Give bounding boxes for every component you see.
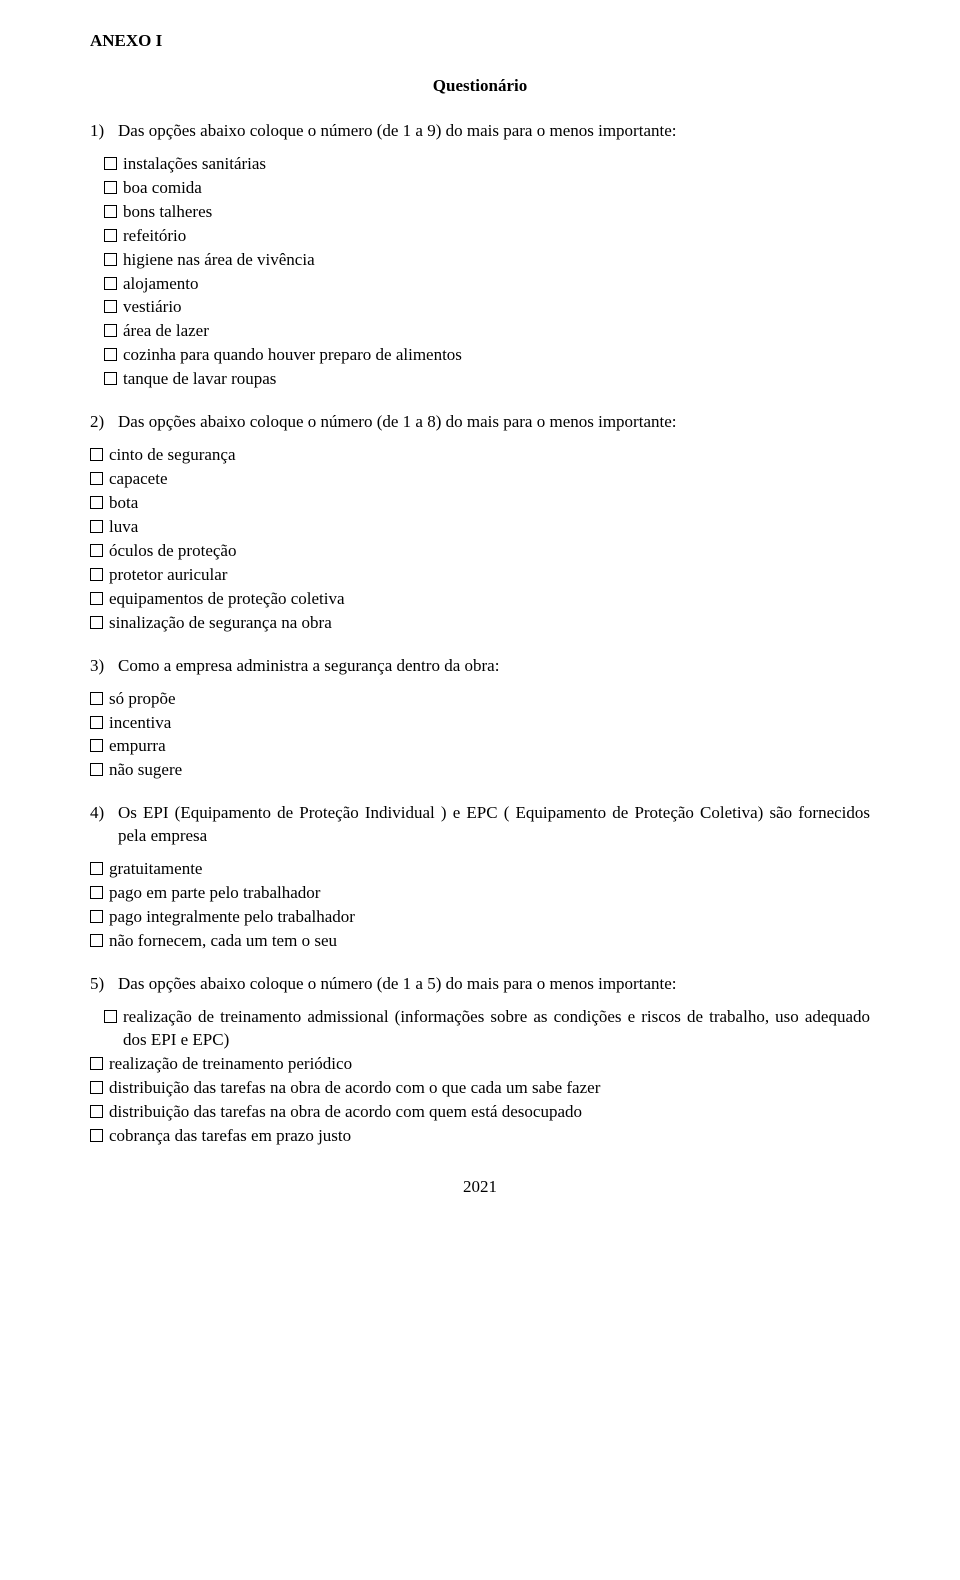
question-number: 2) bbox=[90, 411, 118, 434]
option-label: pago integralmente pelo trabalhador bbox=[109, 906, 870, 929]
question-4-options: gratuitamente pago em parte pelo trabalh… bbox=[90, 858, 870, 953]
checkbox-icon[interactable] bbox=[104, 300, 117, 313]
question-2-options: cinto de segurança capacete bota luva óc… bbox=[90, 444, 870, 635]
checkbox-icon[interactable] bbox=[90, 910, 103, 923]
question-text: Os EPI (Equipamento de Proteção Individu… bbox=[118, 802, 870, 848]
checkbox-icon[interactable] bbox=[104, 205, 117, 218]
checkbox-icon[interactable] bbox=[104, 324, 117, 337]
checkbox-icon[interactable] bbox=[104, 181, 117, 194]
question-1-options: instalações sanitárias boa comida bons t… bbox=[90, 153, 870, 391]
checkbox-icon[interactable] bbox=[90, 1081, 103, 1094]
option-label: incentiva bbox=[109, 712, 870, 735]
page-subtitle: Questionário bbox=[90, 75, 870, 98]
option-label: higiene nas área de vivência bbox=[123, 249, 870, 272]
option-label: vestiário bbox=[123, 296, 870, 319]
question-2: 2) Das opções abaixo coloque o número (d… bbox=[90, 411, 870, 434]
checkbox-icon[interactable] bbox=[90, 1129, 103, 1142]
checkbox-icon[interactable] bbox=[104, 157, 117, 170]
option-label: protetor auricular bbox=[109, 564, 870, 587]
question-number: 3) bbox=[90, 655, 118, 678]
option-label: realização de treinamento periódico bbox=[109, 1053, 870, 1076]
option-label: tanque de lavar roupas bbox=[123, 368, 870, 391]
option-label: realização de treinamento admissional (i… bbox=[123, 1006, 870, 1052]
checkbox-icon[interactable] bbox=[90, 934, 103, 947]
question-text: Das opções abaixo coloque o número (de 1… bbox=[118, 973, 870, 996]
page-header: ANEXO I bbox=[90, 30, 870, 53]
option-label: boa comida bbox=[123, 177, 870, 200]
option-label: distribuição das tarefas na obra de acor… bbox=[109, 1077, 870, 1100]
question-3-options: só propõe incentiva empurra não sugere bbox=[90, 688, 870, 783]
option-label: cinto de segurança bbox=[109, 444, 870, 467]
checkbox-icon[interactable] bbox=[90, 739, 103, 752]
question-number: 1) bbox=[90, 120, 118, 143]
option-label: óculos de proteção bbox=[109, 540, 870, 563]
option-label: alojamento bbox=[123, 273, 870, 296]
question-4: 4) Os EPI (Equipamento de Proteção Indiv… bbox=[90, 802, 870, 848]
checkbox-icon[interactable] bbox=[90, 448, 103, 461]
option-label: bota bbox=[109, 492, 870, 515]
option-label: área de lazer bbox=[123, 320, 870, 343]
question-number: 4) bbox=[90, 802, 118, 848]
option-label: bons talheres bbox=[123, 201, 870, 224]
option-label: refeitório bbox=[123, 225, 870, 248]
option-label: equipamentos de proteção coletiva bbox=[109, 588, 870, 611]
option-label: pago em parte pelo trabalhador bbox=[109, 882, 870, 905]
option-label: empurra bbox=[109, 735, 870, 758]
option-label: gratuitamente bbox=[109, 858, 870, 881]
checkbox-icon[interactable] bbox=[90, 1057, 103, 1070]
page-footer: 2021 bbox=[90, 1176, 870, 1199]
checkbox-icon[interactable] bbox=[90, 1105, 103, 1118]
checkbox-icon[interactable] bbox=[90, 568, 103, 581]
option-label: não sugere bbox=[109, 759, 870, 782]
checkbox-icon[interactable] bbox=[90, 496, 103, 509]
checkbox-icon[interactable] bbox=[104, 348, 117, 361]
option-label: luva bbox=[109, 516, 870, 539]
question-text: Como a empresa administra a segurança de… bbox=[118, 655, 870, 678]
checkbox-icon[interactable] bbox=[90, 472, 103, 485]
checkbox-icon[interactable] bbox=[104, 1010, 117, 1023]
option-label: cobrança das tarefas em prazo justo bbox=[109, 1125, 870, 1148]
question-number: 5) bbox=[90, 973, 118, 996]
checkbox-icon[interactable] bbox=[90, 692, 103, 705]
question-5: 5) Das opções abaixo coloque o número (d… bbox=[90, 973, 870, 996]
checkbox-icon[interactable] bbox=[90, 886, 103, 899]
checkbox-icon[interactable] bbox=[104, 253, 117, 266]
option-label: não fornecem, cada um tem o seu bbox=[109, 930, 870, 953]
checkbox-icon[interactable] bbox=[90, 862, 103, 875]
question-text: Das opções abaixo coloque o número (de 1… bbox=[118, 411, 870, 434]
checkbox-icon[interactable] bbox=[90, 544, 103, 557]
checkbox-icon[interactable] bbox=[90, 592, 103, 605]
option-label: instalações sanitárias bbox=[123, 153, 870, 176]
checkbox-icon[interactable] bbox=[104, 277, 117, 290]
option-label: cozinha para quando houver preparo de al… bbox=[123, 344, 870, 367]
option-label: capacete bbox=[109, 468, 870, 491]
question-1: 1) Das opções abaixo coloque o número (d… bbox=[90, 120, 870, 143]
checkbox-icon[interactable] bbox=[104, 372, 117, 385]
option-label: sinalização de segurança na obra bbox=[109, 612, 870, 635]
question-text: Das opções abaixo coloque o número (de 1… bbox=[118, 120, 870, 143]
checkbox-icon[interactable] bbox=[90, 716, 103, 729]
checkbox-icon[interactable] bbox=[90, 763, 103, 776]
option-label: distribuição das tarefas na obra de acor… bbox=[109, 1101, 870, 1124]
question-5-options: realização de treinamento admissional (i… bbox=[90, 1006, 870, 1148]
checkbox-icon[interactable] bbox=[104, 229, 117, 242]
checkbox-icon[interactable] bbox=[90, 520, 103, 533]
question-3: 3) Como a empresa administra a segurança… bbox=[90, 655, 870, 678]
checkbox-icon[interactable] bbox=[90, 616, 103, 629]
option-label: só propõe bbox=[109, 688, 870, 711]
